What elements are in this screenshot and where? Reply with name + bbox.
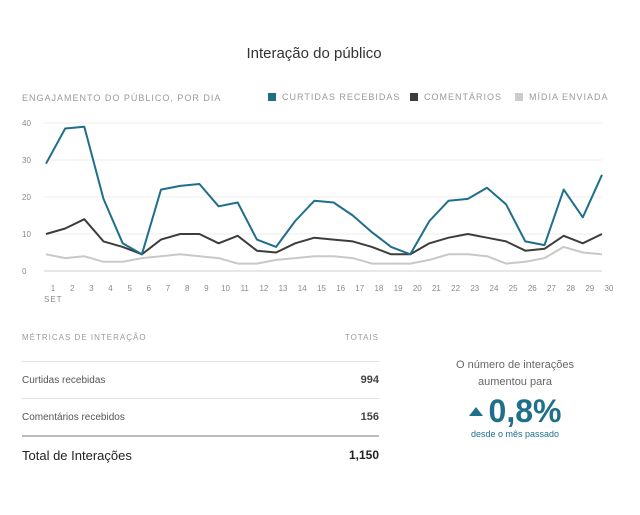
- x-tick-label: 28: [566, 284, 575, 293]
- metrics-row-comentarios: Comentários recebidos 156: [22, 399, 379, 437]
- x-tick-label: 11: [241, 284, 250, 293]
- x-tick-label: 19: [394, 284, 403, 293]
- x-tick-label: 20: [413, 284, 422, 293]
- triangle-up-icon: [468, 406, 483, 416]
- x-tick-label: 29: [585, 284, 594, 293]
- x-tick-label: 13: [279, 284, 288, 293]
- x-tick-label: 3: [89, 284, 94, 293]
- x-tick-label: 25: [509, 284, 518, 293]
- metrics-total-row: Total de Interações 1,150: [22, 437, 379, 473]
- x-tick-label: 26: [528, 284, 537, 293]
- legend-label-curtidas: CURTIDAS RECEBIDAS: [282, 92, 401, 102]
- x-tick-label: 9: [204, 284, 209, 293]
- legend-item-midia: MÍDIA ENVIADA: [515, 92, 609, 102]
- y-tick-label: 20: [22, 193, 31, 202]
- legend-label-midia: MÍDIA ENVIADA: [529, 92, 609, 102]
- chart-legend: CURTIDAS RECEBIDAS COMENTÁRIOS MÍDIA ENV…: [0, 92, 640, 104]
- legend-label-comentarios: COMENTÁRIOS: [424, 92, 503, 102]
- metrics-header-label: MÉTRICAS DE INTERAÇÃO: [22, 333, 147, 342]
- metrics-total-value: 1,150: [348, 448, 379, 462]
- x-tick-label: 6: [147, 284, 152, 293]
- y-tick-label: 0: [22, 267, 27, 276]
- x-tick-label: 4: [108, 284, 113, 293]
- series-line-curtidas: [45, 125, 603, 256]
- x-tick-label: 10: [221, 284, 230, 293]
- y-tick-label: 40: [22, 119, 31, 128]
- x-tick-label: 24: [490, 284, 499, 293]
- metrics-row-curtidas: Curtidas recebidas 994: [22, 362, 379, 399]
- legend-item-comentarios: COMENTÁRIOS: [410, 92, 502, 102]
- x-tick-label: 16: [336, 284, 345, 293]
- metrics-header-value: TOTAIS: [344, 333, 379, 342]
- x-tick-label: 7: [166, 284, 171, 293]
- legend-swatch-comentarios: [410, 93, 418, 101]
- legend-swatch-midia: [515, 93, 523, 101]
- x-tick-label: 5: [127, 284, 132, 293]
- metrics-row-label: Comentários recebidos: [22, 411, 125, 423]
- growth-stat-text: O número de interações aumentou para: [455, 359, 574, 388]
- metrics-row-value: 156: [360, 411, 379, 423]
- growth-stat-since: desde o mês passado: [470, 429, 560, 439]
- legend-item-curtidas: CURTIDAS RECEBIDAS: [268, 92, 400, 102]
- x-tick-label: 18: [374, 284, 383, 293]
- y-tick-label: 10: [22, 230, 31, 239]
- chart-title: Interação do público: [246, 45, 382, 62]
- x-tick-label: 22: [451, 284, 460, 293]
- x-tick-label: 15: [317, 284, 326, 293]
- legend-swatch-curtidas: [268, 93, 276, 101]
- series-line-comentarios: [45, 218, 603, 256]
- series-line-midia: [45, 245, 603, 265]
- x-tick-label: 2: [70, 284, 75, 293]
- y-tick-label: 30: [22, 156, 31, 165]
- x-tick-label: 27: [547, 284, 556, 293]
- x-tick-label: 23: [470, 284, 479, 293]
- x-month-label: SET: [44, 295, 63, 304]
- metrics-table: MÉTRICAS DE INTERAÇÃO TOTAIS Curtidas re…: [22, 333, 379, 473]
- chart-subtitle: ENGAJAMENTO DO PÚBLICO, POR DIA: [22, 93, 222, 103]
- x-tick-label: 14: [298, 284, 307, 293]
- x-tick-label: 21: [432, 284, 441, 293]
- metrics-total-label: Total de Interações: [22, 447, 132, 463]
- x-tick-label: 1: [51, 284, 56, 293]
- growth-stat: O número de interações aumentou para 0,8…: [440, 357, 590, 439]
- metrics-row-label: Curtidas recebidas: [22, 374, 106, 386]
- growth-stat-value: 0,8%: [488, 393, 562, 429]
- x-tick-label: 12: [259, 284, 268, 293]
- growth-stat-figure: 0,8%: [440, 393, 590, 429]
- metrics-header: MÉTRICAS DE INTERAÇÃO TOTAIS: [22, 333, 379, 362]
- x-tick-label: 8: [185, 284, 190, 293]
- x-tick-label: 17: [355, 284, 364, 293]
- metrics-row-value: 994: [360, 374, 379, 386]
- x-tick-label: 30: [605, 284, 614, 293]
